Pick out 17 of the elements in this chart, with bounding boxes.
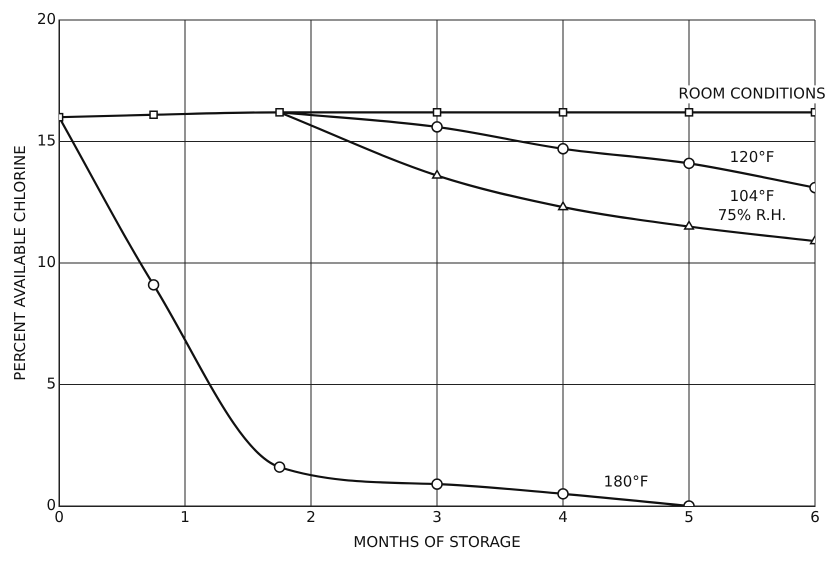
y-tick-label: 20 (36, 10, 56, 28)
x-axis-title: MONTHS OF STORAGE (353, 532, 521, 551)
x-tick-label: 1 (180, 508, 190, 526)
y-tick-label: 5 (46, 374, 56, 392)
x-tick-label: 2 (306, 508, 316, 526)
x-tick-label: 6 (810, 508, 820, 526)
series-label: 180°F (604, 472, 648, 490)
x-tick-label: 4 (558, 508, 568, 526)
x-tick-label: 5 (684, 508, 694, 526)
y-tick-label: 10 (36, 252, 56, 271)
series-label: 120°F (730, 148, 774, 166)
series-label: ROOM CONDITIONS (678, 84, 826, 103)
y-tick-label: 0 (46, 496, 56, 514)
y-axis-title: PERCENT AVAILABLE CHLORINE (10, 145, 29, 381)
y-tick-label: 15 (36, 131, 56, 150)
x-tick-label: 3 (432, 508, 442, 526)
series-label: 104°F 75% R.H. (718, 187, 786, 224)
